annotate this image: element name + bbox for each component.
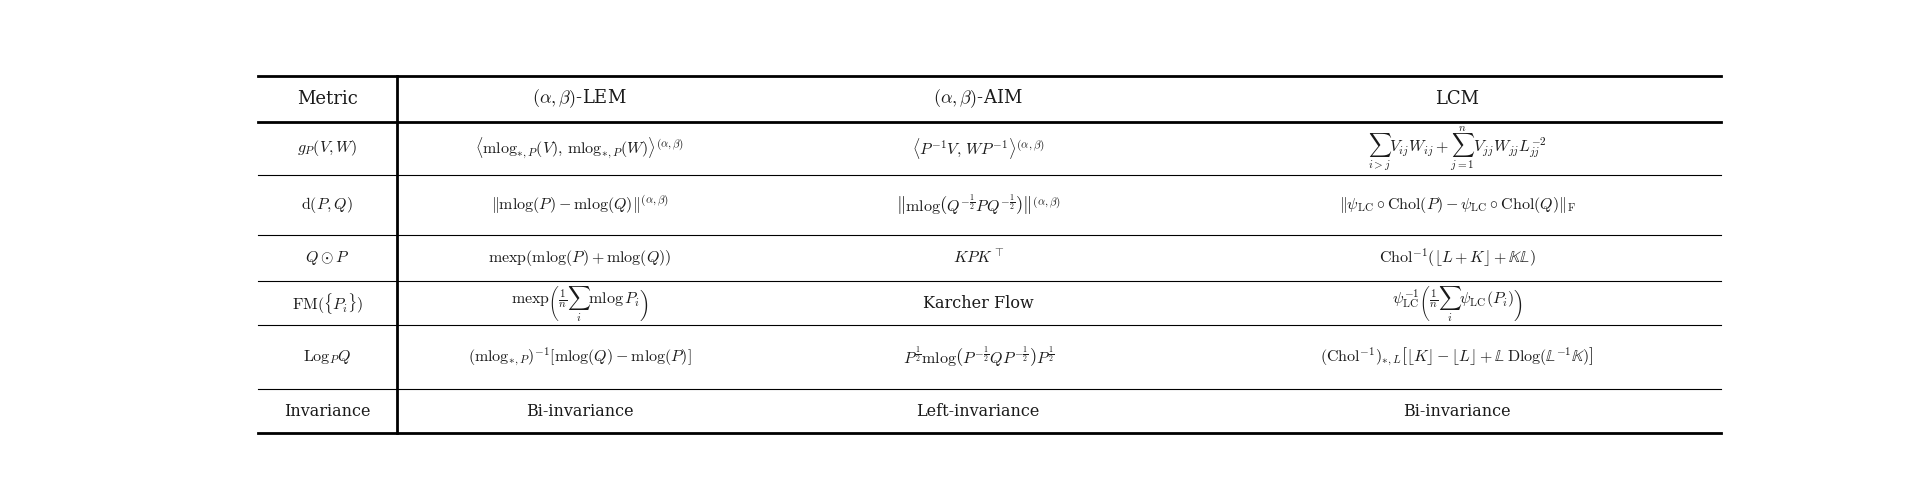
Text: $\mathrm{d}(P,Q)$: $\mathrm{d}(P,Q)$ [301,195,353,215]
Text: Bi-invariance: Bi-invariance [526,403,634,419]
Text: $\|\psi_{\mathrm{LC}}\circ\mathrm{Chol}(P)-\psi_{\mathrm{LC}}\circ\mathrm{Chol}(: $\|\psi_{\mathrm{LC}}\circ\mathrm{Chol}(… [1338,195,1576,215]
Text: $\psi_{\mathrm{LC}}^{-1}\left(\frac{1}{n}\sum_i\psi_{\mathrm{LC}}(P_i)\right)$: $\psi_{\mathrm{LC}}^{-1}\left(\frac{1}{n… [1392,284,1523,323]
Text: $\mathrm{Chol}^{-1}(\lfloor L+K\rfloor+\mathbb{K}\mathbb{L})$: $\mathrm{Chol}^{-1}(\lfloor L+K\rfloor+\… [1379,247,1536,269]
Text: $P^{\frac{1}{2}}\mathrm{mlog}\left(P^{-\frac{1}{2}}QP^{-\frac{1}{2}}\right)P^{\f: $P^{\frac{1}{2}}\mathrm{mlog}\left(P^{-\… [902,345,1054,369]
Text: Bi-invariance: Bi-invariance [1404,403,1511,419]
Text: $\left\|\mathrm{mlog}\left(Q^{-\frac{1}{2}}PQ^{-\frac{1}{2}}\right)\right\|^{(\a: $\left\|\mathrm{mlog}\left(Q^{-\frac{1}{… [897,193,1060,217]
Text: $\langle P^{-1}V,\, WP^{-1}\rangle^{(\alpha,\beta)}$: $\langle P^{-1}V,\, WP^{-1}\rangle^{(\al… [912,136,1044,161]
Text: Metric: Metric [298,90,357,108]
Text: $\sum_{i>j} V_{ij}W_{ij} + \sum_{j=1}^{n} V_{jj}W_{jj}L_{jj}^{-2}$: $\sum_{i>j} V_{ij}W_{ij} + \sum_{j=1}^{n… [1367,124,1548,173]
Text: Invariance: Invariance [284,403,371,419]
Text: $Q\odot P$: $Q\odot P$ [305,249,349,267]
Text: Karcher Flow: Karcher Flow [924,294,1033,311]
Text: $(\alpha, \beta)$-AIM: $(\alpha, \beta)$-AIM [933,88,1023,110]
Text: $(\alpha, \beta)$-LEM: $(\alpha, \beta)$-LEM [532,88,628,110]
Text: $(\mathrm{mlog}_{*,P})^{-1}[\mathrm{mlog}(Q)-\mathrm{mlog}(P)]$: $(\mathrm{mlog}_{*,P})^{-1}[\mathrm{mlog… [468,346,691,368]
Text: $KPK^{\top}$: $KPK^{\top}$ [952,249,1004,267]
Text: LCM: LCM [1436,90,1478,108]
Text: $\|\mathrm{mlog}(P) - \mathrm{mlog}(Q)\|^{(\alpha,\beta)}$: $\|\mathrm{mlog}(P) - \mathrm{mlog}(Q)\|… [492,194,668,216]
Text: $\langle\mathrm{mlog}_{*,P}(V),\,\mathrm{mlog}_{*,P}(W)\rangle^{(\alpha,\beta)}$: $\langle\mathrm{mlog}_{*,P}(V),\,\mathrm… [474,136,684,161]
Text: $\mathrm{mexp}\left(\frac{1}{n}\sum_i \mathrm{mlog}\,P_i\right)$: $\mathrm{mexp}\left(\frac{1}{n}\sum_i \m… [511,284,649,323]
Text: $\mathrm{FM}(\{P_i\})$: $\mathrm{FM}(\{P_i\})$ [292,290,363,316]
Text: $\mathrm{mexp}(\mathrm{mlog}(P)+\mathrm{mlog}(Q))$: $\mathrm{mexp}(\mathrm{mlog}(P)+\mathrm{… [488,248,672,268]
Text: $g_P(V,W)$: $g_P(V,W)$ [298,138,357,158]
Text: Left-invariance: Left-invariance [916,403,1041,419]
Text: $(\mathrm{Chol}^{-1})_{*,L}\left[\lfloor K\rfloor-\lfloor L\rfloor+\mathbb{L}\,\: $(\mathrm{Chol}^{-1})_{*,L}\left[\lfloor… [1321,346,1594,368]
Text: $\mathrm{Log}_P Q$: $\mathrm{Log}_P Q$ [303,348,351,366]
